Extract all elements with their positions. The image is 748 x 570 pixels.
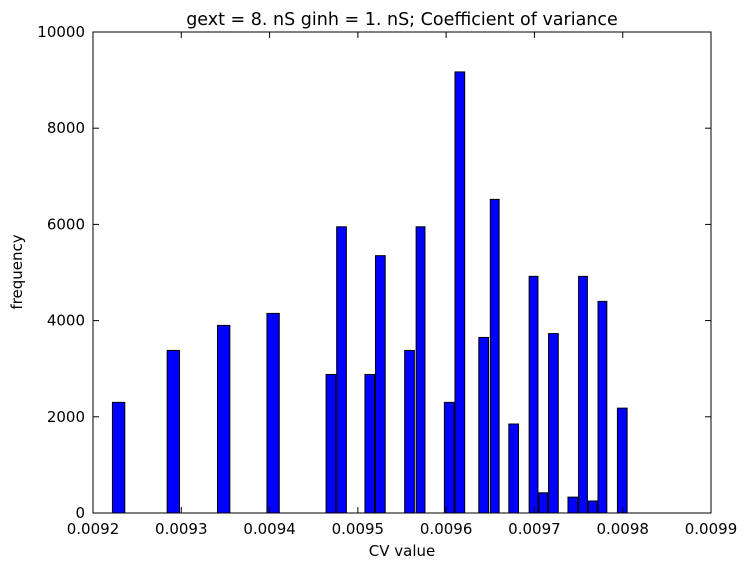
histogram-bar-17 [538,492,549,514]
histogram-bar-19 [567,496,579,514]
plot-frame [92,31,712,514]
histogram-bar-18 [548,333,559,514]
histogram-bar-9 [404,349,415,514]
histogram-bar-13 [478,336,490,514]
histogram-bar-16 [528,275,539,514]
x-tick-label: 0.0096 [420,520,473,538]
histogram-bar-23 [616,407,628,514]
y-axis-label: frequency [8,234,26,309]
x-tick-label: 0.0097 [508,520,561,538]
chart-title: gext = 8. nS ginh = 1. nS; Coefficient o… [186,10,618,30]
y-tick-label: 4000 [47,312,85,330]
histogram-bar-5 [325,373,337,514]
x-tick-label: 0.0093 [155,520,208,538]
y-tick-label: 2000 [47,408,85,426]
y-tick-label: 10000 [37,23,85,41]
x-tick-label: 0.0099 [685,520,738,538]
x-tick-label: 0.0098 [596,520,649,538]
histogram-bar-8 [375,255,386,514]
y-tick-label: 8000 [47,119,85,137]
histogram-bar-4 [266,312,280,514]
histogram-bar-3 [216,324,231,514]
histogram-bar-6 [336,226,347,514]
histogram-bar-1 [111,401,126,514]
x-tick-label: 0.0094 [243,520,296,538]
x-axis-ticks: 0.0092 0.0093 0.0094 0.0095 0.0096 0.0097 0.00… [67,32,738,538]
x-tick-label: 0.0095 [332,520,385,538]
histogram-bar-22 [597,300,608,514]
histogram-bar-11 [443,401,455,514]
y-axis-ticks: 0 2000 4000 6000 8000 10000 [37,23,711,522]
y-tick-label: 6000 [47,215,85,233]
histogram-bar-7 [364,373,376,514]
histogram-bar-21 [587,500,598,514]
histogram-bar-2 [166,349,181,514]
histogram-bar-20 [578,275,588,514]
histogram-bars [111,71,628,514]
x-tick-label: 0.0092 [67,520,120,538]
histogram-bar-10 [415,226,426,514]
y-tick-label: 0 [75,504,85,522]
x-axis-label: CV value [369,542,435,560]
histogram-bar-14 [489,198,500,514]
histogram-bar-12 [454,71,466,514]
histogram-bar-15 [508,423,520,514]
